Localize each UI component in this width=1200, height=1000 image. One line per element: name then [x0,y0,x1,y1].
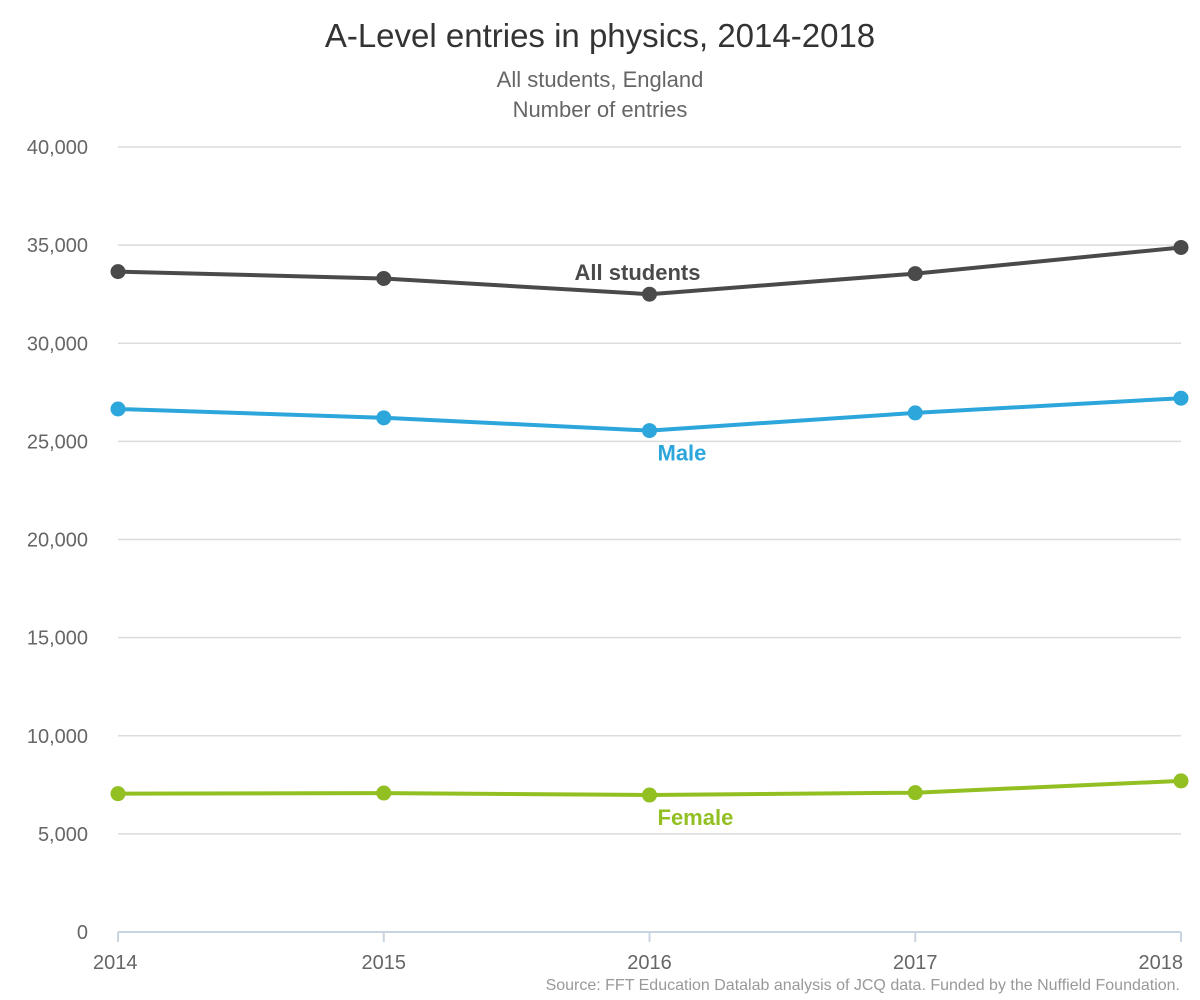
series-label: Male [658,441,707,466]
series-label: All students [575,260,701,285]
data-point [907,266,923,282]
series-all-students [110,239,1189,302]
chart-title: A-Level entries in physics, 2014-2018 [325,17,875,54]
y-tick-label: 0 [77,922,88,944]
data-point [642,423,657,439]
chart-subtitle-line-1: All students, England [497,67,704,92]
data-point [642,286,657,302]
y-tick-label: 30,000 [27,333,88,355]
gridlines [118,146,1181,835]
series-lines [110,239,1189,803]
data-point [110,401,126,417]
chart-subtitle-line-2: Number of entries [513,97,688,122]
data-point [110,786,126,802]
data-point [376,410,392,426]
data-point [1173,773,1189,789]
series-female [110,773,1189,803]
y-tick-label: 40,000 [27,137,88,159]
x-tick-label: 2016 [627,952,672,974]
data-point [907,405,923,421]
y-tick-label: 25,000 [27,431,88,453]
x-tick-label: 2018 [1139,952,1184,974]
x-tick-label: 2014 [93,952,138,974]
data-point [376,785,392,801]
y-tick-label: 10,000 [27,726,88,748]
data-point [110,264,126,280]
y-tick-label: 15,000 [27,628,88,650]
x-axis: 2014 2015 2016 2017 2018 [93,931,1184,974]
data-point [1173,239,1189,255]
y-tick-label: 20,000 [27,530,88,552]
y-tick-label: 35,000 [27,235,88,257]
data-point [642,787,657,803]
series-labels: All students Male Female [575,260,734,830]
series-label: Female [658,805,734,830]
y-axis: 0 5,000 10,000 15,000 20,000 25,000 30,000 35,0… [27,137,88,944]
data-point [376,270,392,286]
x-tick-label: 2017 [893,952,938,974]
data-point [907,785,923,801]
data-point [1173,390,1189,406]
source-note: Source: FFT Education Datalab analysis o… [546,977,1180,994]
y-tick-label: 5,000 [38,824,88,846]
series-male [110,390,1189,439]
x-tick-label: 2015 [362,952,407,974]
